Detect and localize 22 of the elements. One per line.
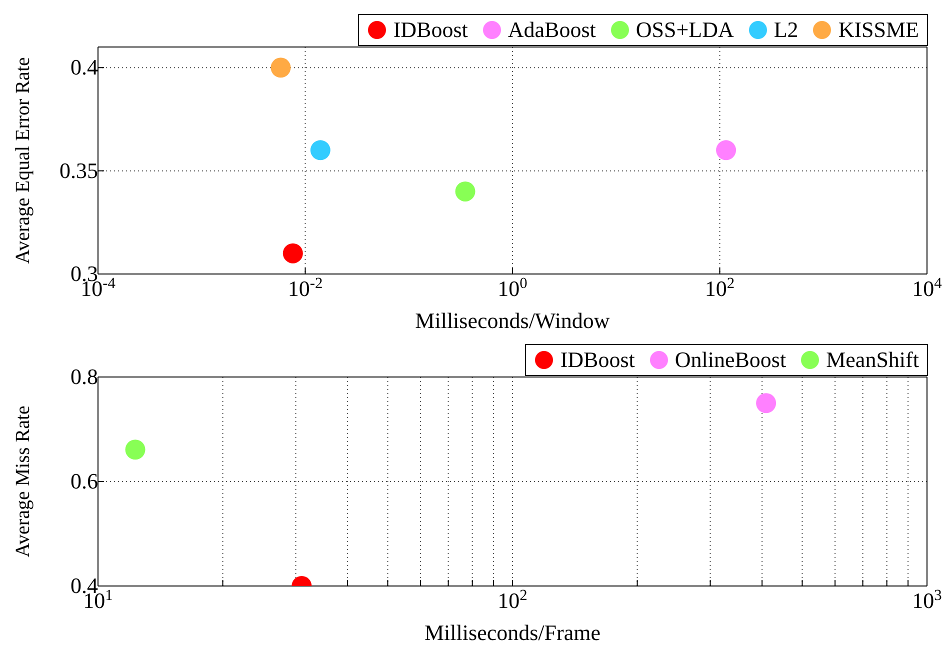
x-tick-label: 10$^{0}$ [498, 274, 528, 301]
x-tick-label: 10$^{4}$ [912, 274, 942, 301]
x-axis-title: Milliseconds/Frame [424, 620, 600, 645]
x-tick-label: 10$^{2}$ [704, 274, 735, 301]
x-tick-label: 10$^{2}$ [498, 586, 528, 613]
y-tick-label: 0.8 [70, 364, 98, 389]
y-tick-label: 0.35 [60, 158, 98, 183]
x-tick-label: 10$^{-2}$ [288, 274, 323, 301]
y-axis-title: Average Miss Rate [12, 405, 34, 558]
y-axis-title: Average Equal Error Rate [12, 57, 34, 264]
y-tick-label: 0.4 [70, 54, 98, 80]
legend-label: OSS+LDA [636, 17, 734, 43]
legend-label: OnlineBoost [674, 347, 786, 373]
legend-label: IDBoost [560, 347, 635, 373]
legend-label: AdaBoost [508, 17, 596, 43]
x-tick-label: 10$^{3}$ [912, 586, 942, 613]
legend-label: KISSME [838, 17, 919, 43]
legend-label: IDBoost [393, 17, 468, 43]
y-tick-label: 0.6 [70, 468, 98, 494]
legend-label: MeanShift [826, 347, 919, 373]
legend-label: L2 [774, 17, 798, 43]
x-axis-title: Milliseconds/Window [415, 308, 610, 333]
